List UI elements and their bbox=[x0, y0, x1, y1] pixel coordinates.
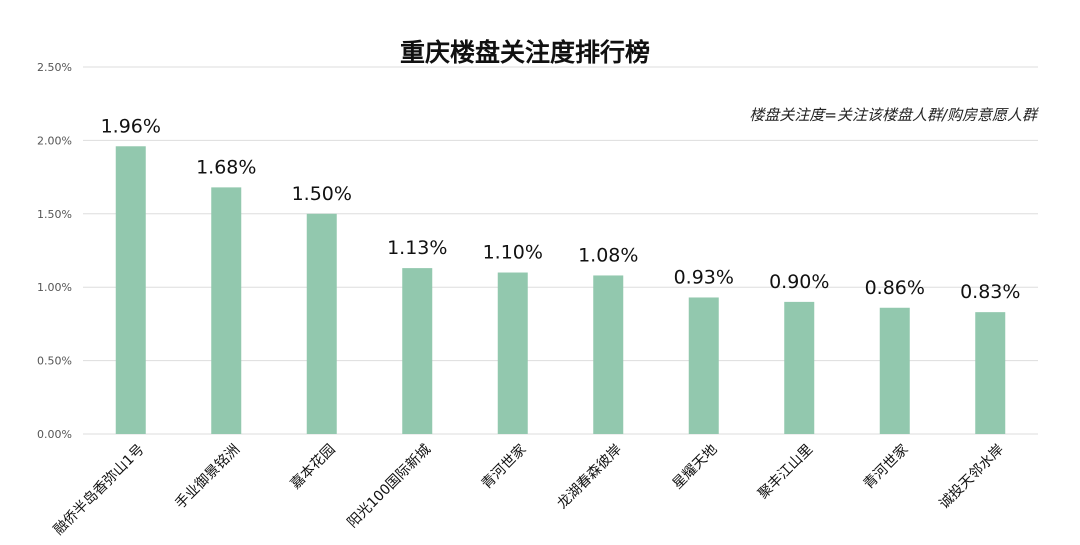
y-tick-label: 0.50% bbox=[37, 355, 72, 368]
data-label: 1.96% bbox=[101, 115, 161, 137]
bar bbox=[879, 307, 910, 434]
data-label: 1.13% bbox=[387, 237, 447, 259]
y-tick-label: 2.00% bbox=[37, 134, 72, 147]
bar bbox=[975, 312, 1006, 434]
bar bbox=[306, 213, 337, 434]
y-tick-label: 2.50% bbox=[37, 61, 72, 74]
data-label: 0.93% bbox=[674, 266, 734, 288]
x-tick-label: 融侨半岛香弥山1号 bbox=[50, 441, 148, 539]
data-label: 1.08% bbox=[578, 244, 638, 266]
x-tick-label: 星耀天地 bbox=[670, 442, 721, 493]
x-tick-label: 聚丰江山里 bbox=[755, 442, 816, 503]
data-label: 1.10% bbox=[483, 242, 543, 264]
x-tick-label: 阳光100国际新城 bbox=[344, 442, 434, 532]
data-label: 1.68% bbox=[196, 156, 256, 178]
chart-title: 重庆楼盘关注度排行榜 bbox=[400, 38, 650, 67]
bar bbox=[593, 275, 624, 434]
data-label: 0.90% bbox=[769, 271, 829, 293]
bar bbox=[784, 301, 815, 434]
bar bbox=[402, 268, 433, 434]
data-label: 0.83% bbox=[960, 281, 1020, 303]
bar bbox=[688, 297, 719, 434]
x-tick-label: 青河世家 bbox=[860, 441, 912, 493]
bar bbox=[497, 272, 528, 434]
formula-annotation: 楼盘关注度=关注该楼盘人群/购房意愿人群 bbox=[749, 106, 1039, 124]
y-tick-label: 0.00% bbox=[37, 428, 72, 441]
y-tick-label: 1.00% bbox=[37, 281, 72, 294]
x-tick-label: 龙湖春森彼岸 bbox=[554, 442, 625, 513]
x-tick-label: 诚投天邻水岸 bbox=[936, 442, 1007, 513]
x-tick-label: 手业御景铭洲 bbox=[172, 442, 243, 513]
data-label: 1.50% bbox=[292, 183, 352, 205]
bar bbox=[115, 146, 146, 434]
x-tick-label: 嘉本花园 bbox=[288, 442, 339, 493]
data-label: 0.86% bbox=[865, 277, 925, 299]
bar bbox=[211, 187, 242, 434]
x-tick-label: 青河世家 bbox=[478, 441, 530, 493]
y-tick-label: 1.50% bbox=[37, 208, 72, 221]
